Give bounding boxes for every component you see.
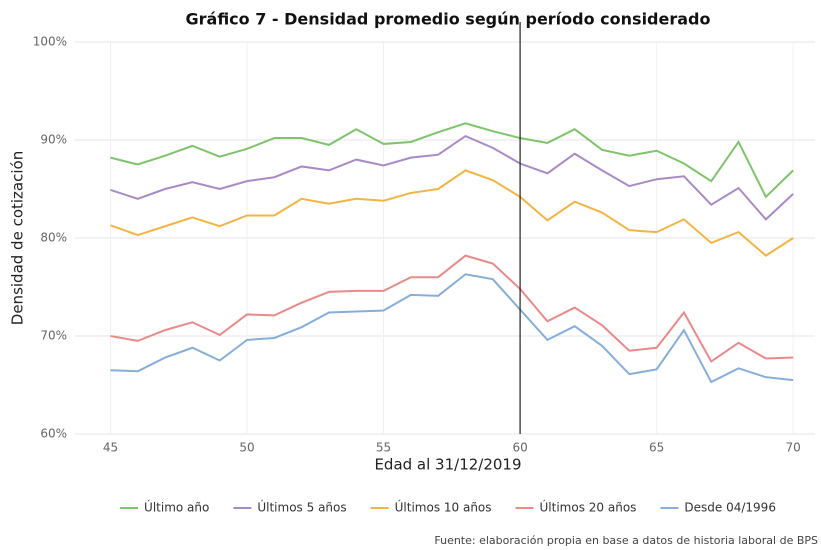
series-line bbox=[110, 134, 794, 221]
legend-label: Último año bbox=[144, 500, 209, 515]
x-tick-label: 50 bbox=[239, 441, 254, 455]
series-line bbox=[110, 254, 794, 363]
x-tick-label: 55 bbox=[376, 441, 391, 455]
y-tick-label: 100% bbox=[33, 35, 67, 49]
legend-label: Últimos 5 años bbox=[257, 500, 346, 515]
legend-label: Últimos 20 años bbox=[540, 500, 637, 515]
x-tick-label: 45 bbox=[103, 441, 118, 455]
chart-title: Gráfico 7 - Densidad promedio según perí… bbox=[186, 10, 711, 29]
x-tick-label: 65 bbox=[649, 441, 664, 455]
source-note: Fuente: elaboración propia en base a dat… bbox=[434, 534, 818, 547]
y-tick-label: 80% bbox=[40, 231, 67, 245]
y-axis-label: Densidad de cotización bbox=[9, 151, 27, 325]
legend-label: Últimos 10 años bbox=[395, 500, 492, 515]
series-line bbox=[110, 169, 794, 257]
series-line bbox=[110, 122, 794, 199]
x-axis-label: Edad al 31/12/2019 bbox=[374, 456, 521, 474]
legend-label: Desde 04/1996 bbox=[684, 501, 776, 515]
y-tick-label: 90% bbox=[40, 133, 67, 147]
legend: Último año Últimos 5 años Últimos 10 años Ú… bbox=[120, 500, 776, 515]
series-line bbox=[110, 273, 794, 384]
y-tick-label: 70% bbox=[40, 329, 67, 343]
x-tick-label: 70 bbox=[786, 441, 801, 455]
y-tick-label: 60% bbox=[40, 427, 67, 441]
x-tick-label: 60 bbox=[512, 441, 527, 455]
